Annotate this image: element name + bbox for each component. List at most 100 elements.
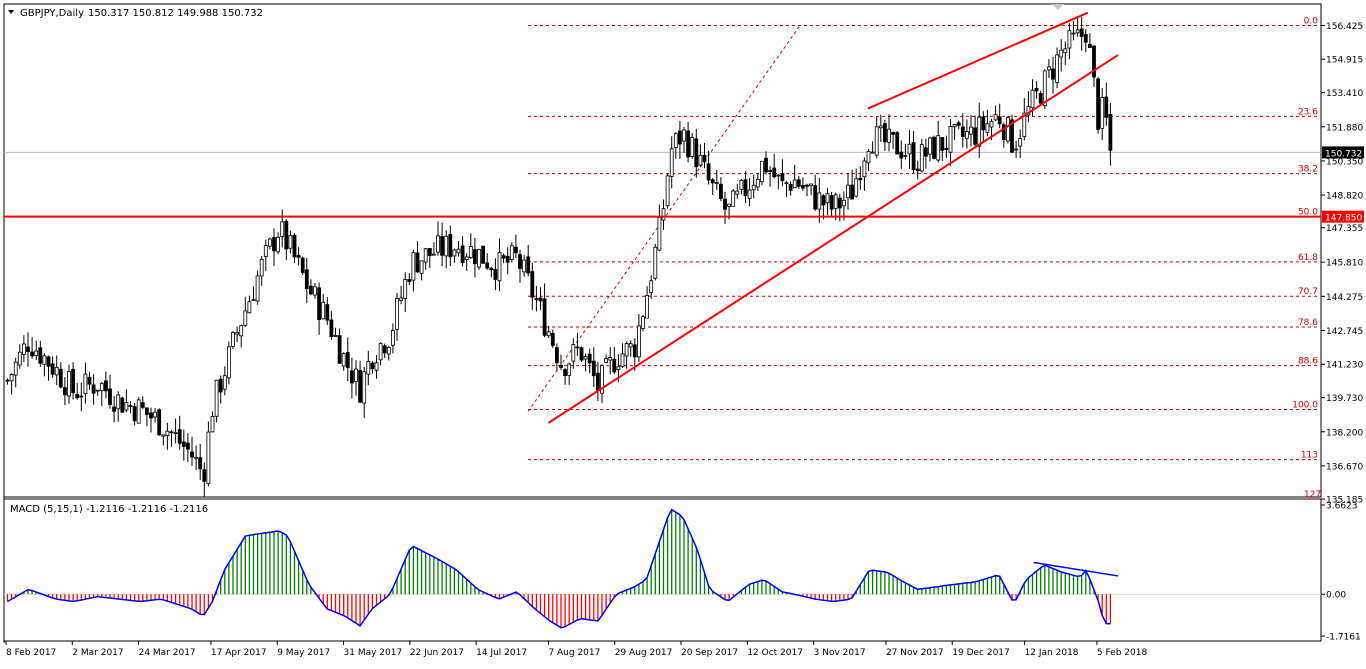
time-axis-label: 31 May 2017 [344, 648, 403, 658]
bear-candle [555, 347, 559, 364]
bear-candle [87, 376, 92, 385]
bull-candle [989, 120, 994, 128]
macd-axis-label: 3.6623 [1326, 502, 1358, 512]
bull-candle [509, 245, 514, 260]
bear-candle [415, 252, 420, 273]
bull-candle [993, 114, 998, 121]
fib-level-label: 78.6 [1298, 318, 1318, 328]
bear-candle [719, 183, 723, 199]
bull-candle [669, 148, 674, 177]
bear-candle [702, 154, 707, 163]
bull-candle [452, 249, 457, 257]
price-axis-label: 139.730 [1326, 394, 1363, 404]
bear-candle [940, 137, 945, 151]
bear-candle [460, 245, 465, 263]
fibonacci-retracement[interactable]: 0.0 23.6 38.2 50.0 61.8 70.7 78.6 88.6 100.0 113 1… [527, 17, 1321, 500]
bear-candle [743, 179, 748, 196]
bull-candle [206, 431, 211, 485]
bear-candle [1034, 87, 1039, 92]
bull-candle [965, 131, 969, 139]
bull-candle [657, 217, 662, 251]
bear-candle [157, 409, 162, 436]
bear-candle [915, 168, 920, 172]
ohlc-label: 150.317 150.812 149.988 150.732 [88, 8, 263, 19]
time-axis-label: 7 Aug 2017 [548, 648, 600, 658]
bull-candle [887, 128, 891, 143]
bull-candle [34, 350, 39, 357]
bear-candle [58, 368, 63, 388]
bear-candle [883, 123, 887, 143]
time-axis-label: 5 Feb 2018 [1097, 648, 1148, 658]
bear-candle [1079, 28, 1084, 37]
candles-layer [5, 16, 1113, 497]
bull-candle [9, 374, 14, 382]
bull-candle [690, 137, 695, 157]
fib-level-label: 113 [1301, 451, 1318, 461]
bull-candle [321, 301, 326, 320]
time-axis-label: 19 Dec 2017 [952, 648, 1010, 658]
bull-candle [620, 353, 625, 367]
bear-candle [911, 142, 916, 171]
bear-candle [575, 346, 580, 349]
bull-candle [267, 238, 272, 247]
macd-signal-line[interactable] [7, 508, 1111, 629]
bull-candle [809, 183, 813, 187]
bull-candle [727, 203, 731, 207]
bear-candle [550, 332, 555, 346]
bear-candle [296, 254, 301, 258]
bear-candle [813, 185, 818, 210]
bear-candle [1001, 124, 1006, 140]
rising-support-trendline[interactable] [547, 54, 1119, 424]
time-axis-label: 14 Jul 2017 [476, 648, 527, 658]
rising-resistance-trendline[interactable] [867, 11, 1089, 110]
bull-candle [866, 151, 871, 164]
bear-candle [501, 255, 506, 259]
bull-candle [842, 199, 846, 207]
bear-candle [144, 407, 149, 415]
bear-candle [981, 116, 986, 131]
time-axis-label: 27 Nov 2017 [886, 648, 944, 658]
bull-candle [366, 361, 371, 375]
macd-divergence-line[interactable] [1033, 561, 1119, 577]
price-axis-label: 135.185 [1326, 496, 1363, 506]
bear-candle [772, 167, 777, 178]
bull-candle [747, 189, 752, 199]
bear-candle [821, 195, 826, 206]
bear-candle [26, 346, 30, 353]
bear-candle [932, 136, 936, 159]
bear-candle [1104, 96, 1109, 118]
time-axis-label: 24 Mar 2017 [139, 648, 196, 658]
bull-candle [444, 235, 449, 257]
bull-candle [194, 456, 199, 459]
bull-candle [862, 160, 867, 178]
bull-candle [116, 394, 121, 410]
bear-candle [1108, 114, 1113, 151]
bull-candle [698, 154, 703, 166]
bear-candle [784, 182, 789, 184]
macd-pane[interactable] [3, 498, 1322, 642]
bull-candle [263, 245, 268, 257]
bear-candle [169, 431, 174, 434]
bull-candle [641, 316, 645, 329]
bear-candle [678, 130, 682, 145]
bear-candle [1088, 43, 1092, 48]
bear-candle [706, 163, 711, 181]
bull-candle [600, 365, 604, 394]
time-axis-label: 2 Mar 2017 [72, 648, 123, 658]
price-axis-label: 154.915 [1326, 56, 1363, 66]
dropdown-triangle-icon[interactable] [8, 10, 14, 14]
price-pane[interactable] [3, 3, 1322, 498]
bear-candle [329, 319, 334, 337]
bull-candle [731, 190, 736, 207]
bear-candle [530, 271, 535, 298]
price-axis-label: 136.670 [1326, 462, 1363, 472]
axes-layer: 156.425 154.915 153.410 151.880 150.350 148.8… [5, 22, 1364, 658]
current-price-tag-label: 150.732 [1325, 149, 1362, 159]
shift-marker-icon[interactable] [1052, 4, 1064, 10]
macd-label: MACD (5,15,1) -1.2116 -1.2116 -1.2116 [10, 504, 208, 515]
bear-candle [632, 344, 637, 358]
trendlines-layer[interactable] [4, 11, 1321, 424]
bear-candle [304, 269, 309, 289]
bear-candle [1038, 93, 1043, 104]
